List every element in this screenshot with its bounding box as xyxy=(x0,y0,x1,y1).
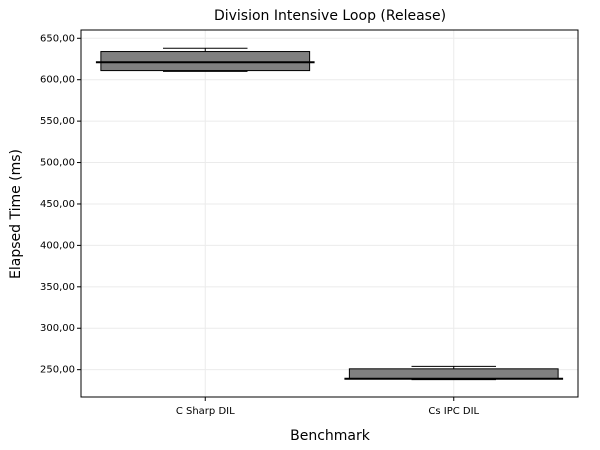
y-tick-label: 500,00 xyxy=(40,158,75,169)
y-axis-label: Elapsed Time (ms) xyxy=(8,149,24,279)
plot-frame xyxy=(80,29,579,398)
y-tick-label: 600,00 xyxy=(40,75,75,86)
y-tick-label: 550,00 xyxy=(40,116,75,127)
y-tick-label: 300,00 xyxy=(40,323,75,334)
y-tick-label: 450,00 xyxy=(40,199,75,210)
box xyxy=(348,368,559,380)
x-tick-label: Cs IPC DIL xyxy=(428,406,479,417)
x-axis-label: Benchmark xyxy=(290,428,371,444)
x-tick-label: C Sharp DIL xyxy=(176,406,235,417)
y-tick-label: 400,00 xyxy=(40,240,75,251)
box xyxy=(100,51,311,72)
y-tick-label: 250,00 xyxy=(40,365,75,376)
chart-title: Division Intensive Loop (Release) xyxy=(214,8,446,24)
y-tick-label: 350,00 xyxy=(40,282,75,293)
y-tick-label: 650,00 xyxy=(40,33,75,44)
